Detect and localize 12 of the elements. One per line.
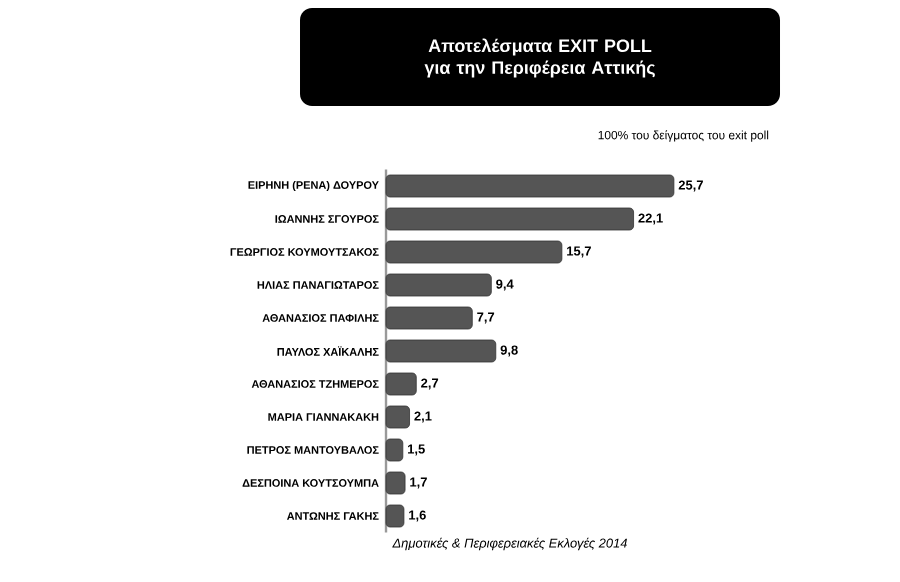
chart-title: Αποτελέσματα EXIT POLL για την Περιφέρεια Αττικής bbox=[424, 38, 655, 78]
bar bbox=[385, 405, 410, 429]
bar bbox=[385, 273, 492, 297]
bar bbox=[385, 339, 497, 363]
bar bbox=[385, 207, 634, 231]
bar bbox=[385, 306, 473, 330]
bar bbox=[385, 438, 404, 462]
bar bbox=[385, 240, 563, 264]
bar bbox=[385, 372, 417, 396]
bar bbox=[385, 471, 406, 495]
bar bbox=[385, 504, 405, 528]
bar bbox=[385, 174, 675, 198]
